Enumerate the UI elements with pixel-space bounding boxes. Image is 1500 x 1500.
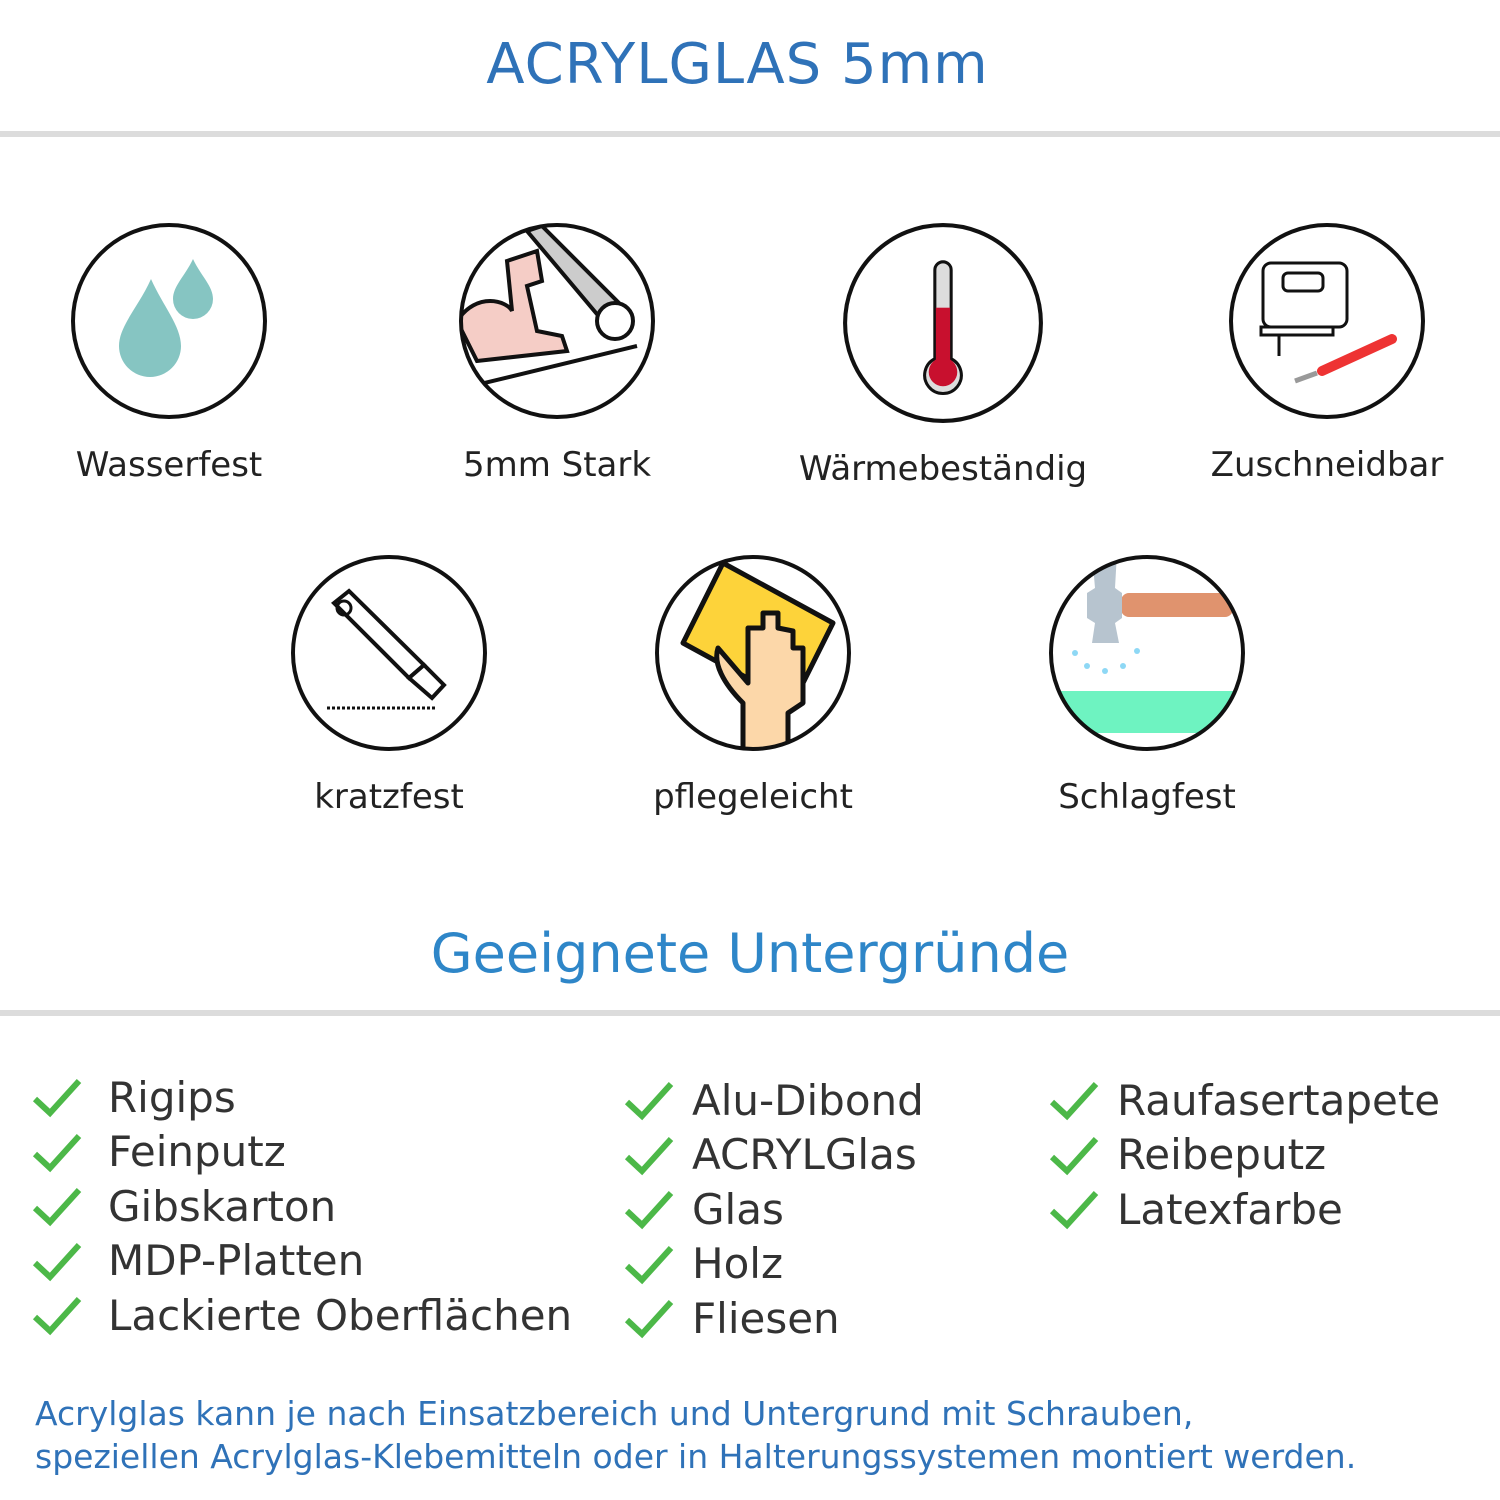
- list-item: Holz: [624, 1237, 924, 1292]
- feature-kratzfest: kratzfest: [209, 553, 569, 817]
- surface-list-column-1: Rigips Feinputz Gibskarton MDP-Platten L…: [32, 1070, 572, 1343]
- list-item-label: Fliesen: [692, 1293, 840, 1343]
- feature-zuschneidbar: Zuschneidbar: [1147, 221, 1500, 485]
- surface-list-column-3: Raufasertapete Reibeputz Latexfarbe: [1049, 1073, 1440, 1237]
- list-item: Fliesen: [624, 1291, 924, 1346]
- divider: [0, 1010, 1500, 1016]
- check-icon: [32, 1079, 82, 1118]
- feature-5mm-stark: 5mm Stark: [377, 221, 737, 485]
- hand-cloth-icon: [655, 555, 851, 751]
- strong-arm-icon: [459, 223, 655, 419]
- list-item: Alu-Dibond: [624, 1073, 924, 1128]
- list-item: ACRYLGlas: [624, 1128, 924, 1183]
- feature-label: Wärmebeständig: [798, 449, 1088, 489]
- check-icon: [624, 1191, 674, 1230]
- list-item: Glas: [624, 1182, 924, 1237]
- feature-label: kratzfest: [314, 777, 464, 817]
- list-item-label: Lackierte Oberflächen: [108, 1290, 573, 1340]
- check-icon: [1049, 1191, 1099, 1230]
- utility-knife-icon: [291, 555, 487, 751]
- check-icon: [624, 1136, 674, 1176]
- list-item-label: ACRYLGlas: [692, 1130, 917, 1180]
- list-item: MDP-Platten: [32, 1234, 572, 1289]
- list-item-label: Holz: [692, 1239, 783, 1289]
- feature-pflegeleicht: pflegeleicht: [573, 553, 933, 817]
- feature-label: Wasserfest: [75, 445, 263, 485]
- water-drops-icon: [71, 223, 267, 419]
- check-icon: [32, 1188, 82, 1227]
- check-icon: [32, 1242, 82, 1282]
- feature-schlagfest: Schlagfest: [967, 553, 1327, 817]
- list-item: Raufasertapete: [1049, 1073, 1440, 1128]
- hammer-icon: [1049, 555, 1245, 751]
- list-item: Reibeputz: [1049, 1128, 1440, 1183]
- list-item-label: MDP-Platten: [108, 1236, 365, 1286]
- list-item: Gibskarton: [32, 1179, 572, 1234]
- feature-wasserfest: Wasserfest: [0, 221, 349, 485]
- list-item: Latexfarbe: [1049, 1182, 1440, 1237]
- check-icon: [1049, 1082, 1099, 1121]
- list-item-label: Alu-Dibond: [692, 1075, 924, 1125]
- feature-label: 5mm Stark: [462, 445, 652, 485]
- list-item: Feinputz: [32, 1125, 572, 1180]
- jigsaw-cutter-icon: [1229, 223, 1425, 419]
- list-item: Lackierte Oberflächen: [32, 1288, 572, 1343]
- feature-label: Zuschneidbar: [1210, 445, 1444, 485]
- check-icon: [624, 1082, 674, 1121]
- list-item-label: Feinputz: [108, 1127, 286, 1177]
- check-icon: [1049, 1136, 1099, 1176]
- list-item-label: Gibskarton: [108, 1181, 337, 1231]
- footer-note: Acrylglas kann je nach Einsatzbereich un…: [35, 1392, 1356, 1478]
- list-item-label: Latexfarbe: [1117, 1184, 1343, 1234]
- list-item-label: Raufasertapete: [1117, 1075, 1441, 1125]
- list-item-label: Reibeputz: [1117, 1130, 1327, 1180]
- section-heading: Geeignete Untergründe: [430, 922, 1070, 985]
- check-icon: [624, 1300, 674, 1339]
- page-title: ACRYLGLAS 5mm: [486, 32, 989, 97]
- list-item-label: Glas: [692, 1184, 784, 1234]
- check-icon: [32, 1297, 82, 1336]
- thermometer-icon: [843, 223, 1043, 423]
- feature-label: pflegeleicht: [653, 777, 853, 817]
- surface-list-column-2: Alu-Dibond ACRYLGlas Glas Holz Fliesen: [624, 1073, 924, 1346]
- footer-line: speziellen Acrylglas-Klebemitteln oder i…: [35, 1437, 1357, 1476]
- divider: [0, 131, 1500, 137]
- feature-waermebestaendig: Wärmebeständig: [763, 221, 1123, 489]
- check-icon: [624, 1245, 674, 1285]
- footer-line: Acrylglas kann je nach Einsatzbereich un…: [35, 1394, 1194, 1433]
- list-item-label: Rigips: [108, 1072, 236, 1122]
- list-item: Rigips: [32, 1070, 572, 1125]
- check-icon: [32, 1133, 82, 1173]
- feature-label: Schlagfest: [1058, 777, 1236, 817]
